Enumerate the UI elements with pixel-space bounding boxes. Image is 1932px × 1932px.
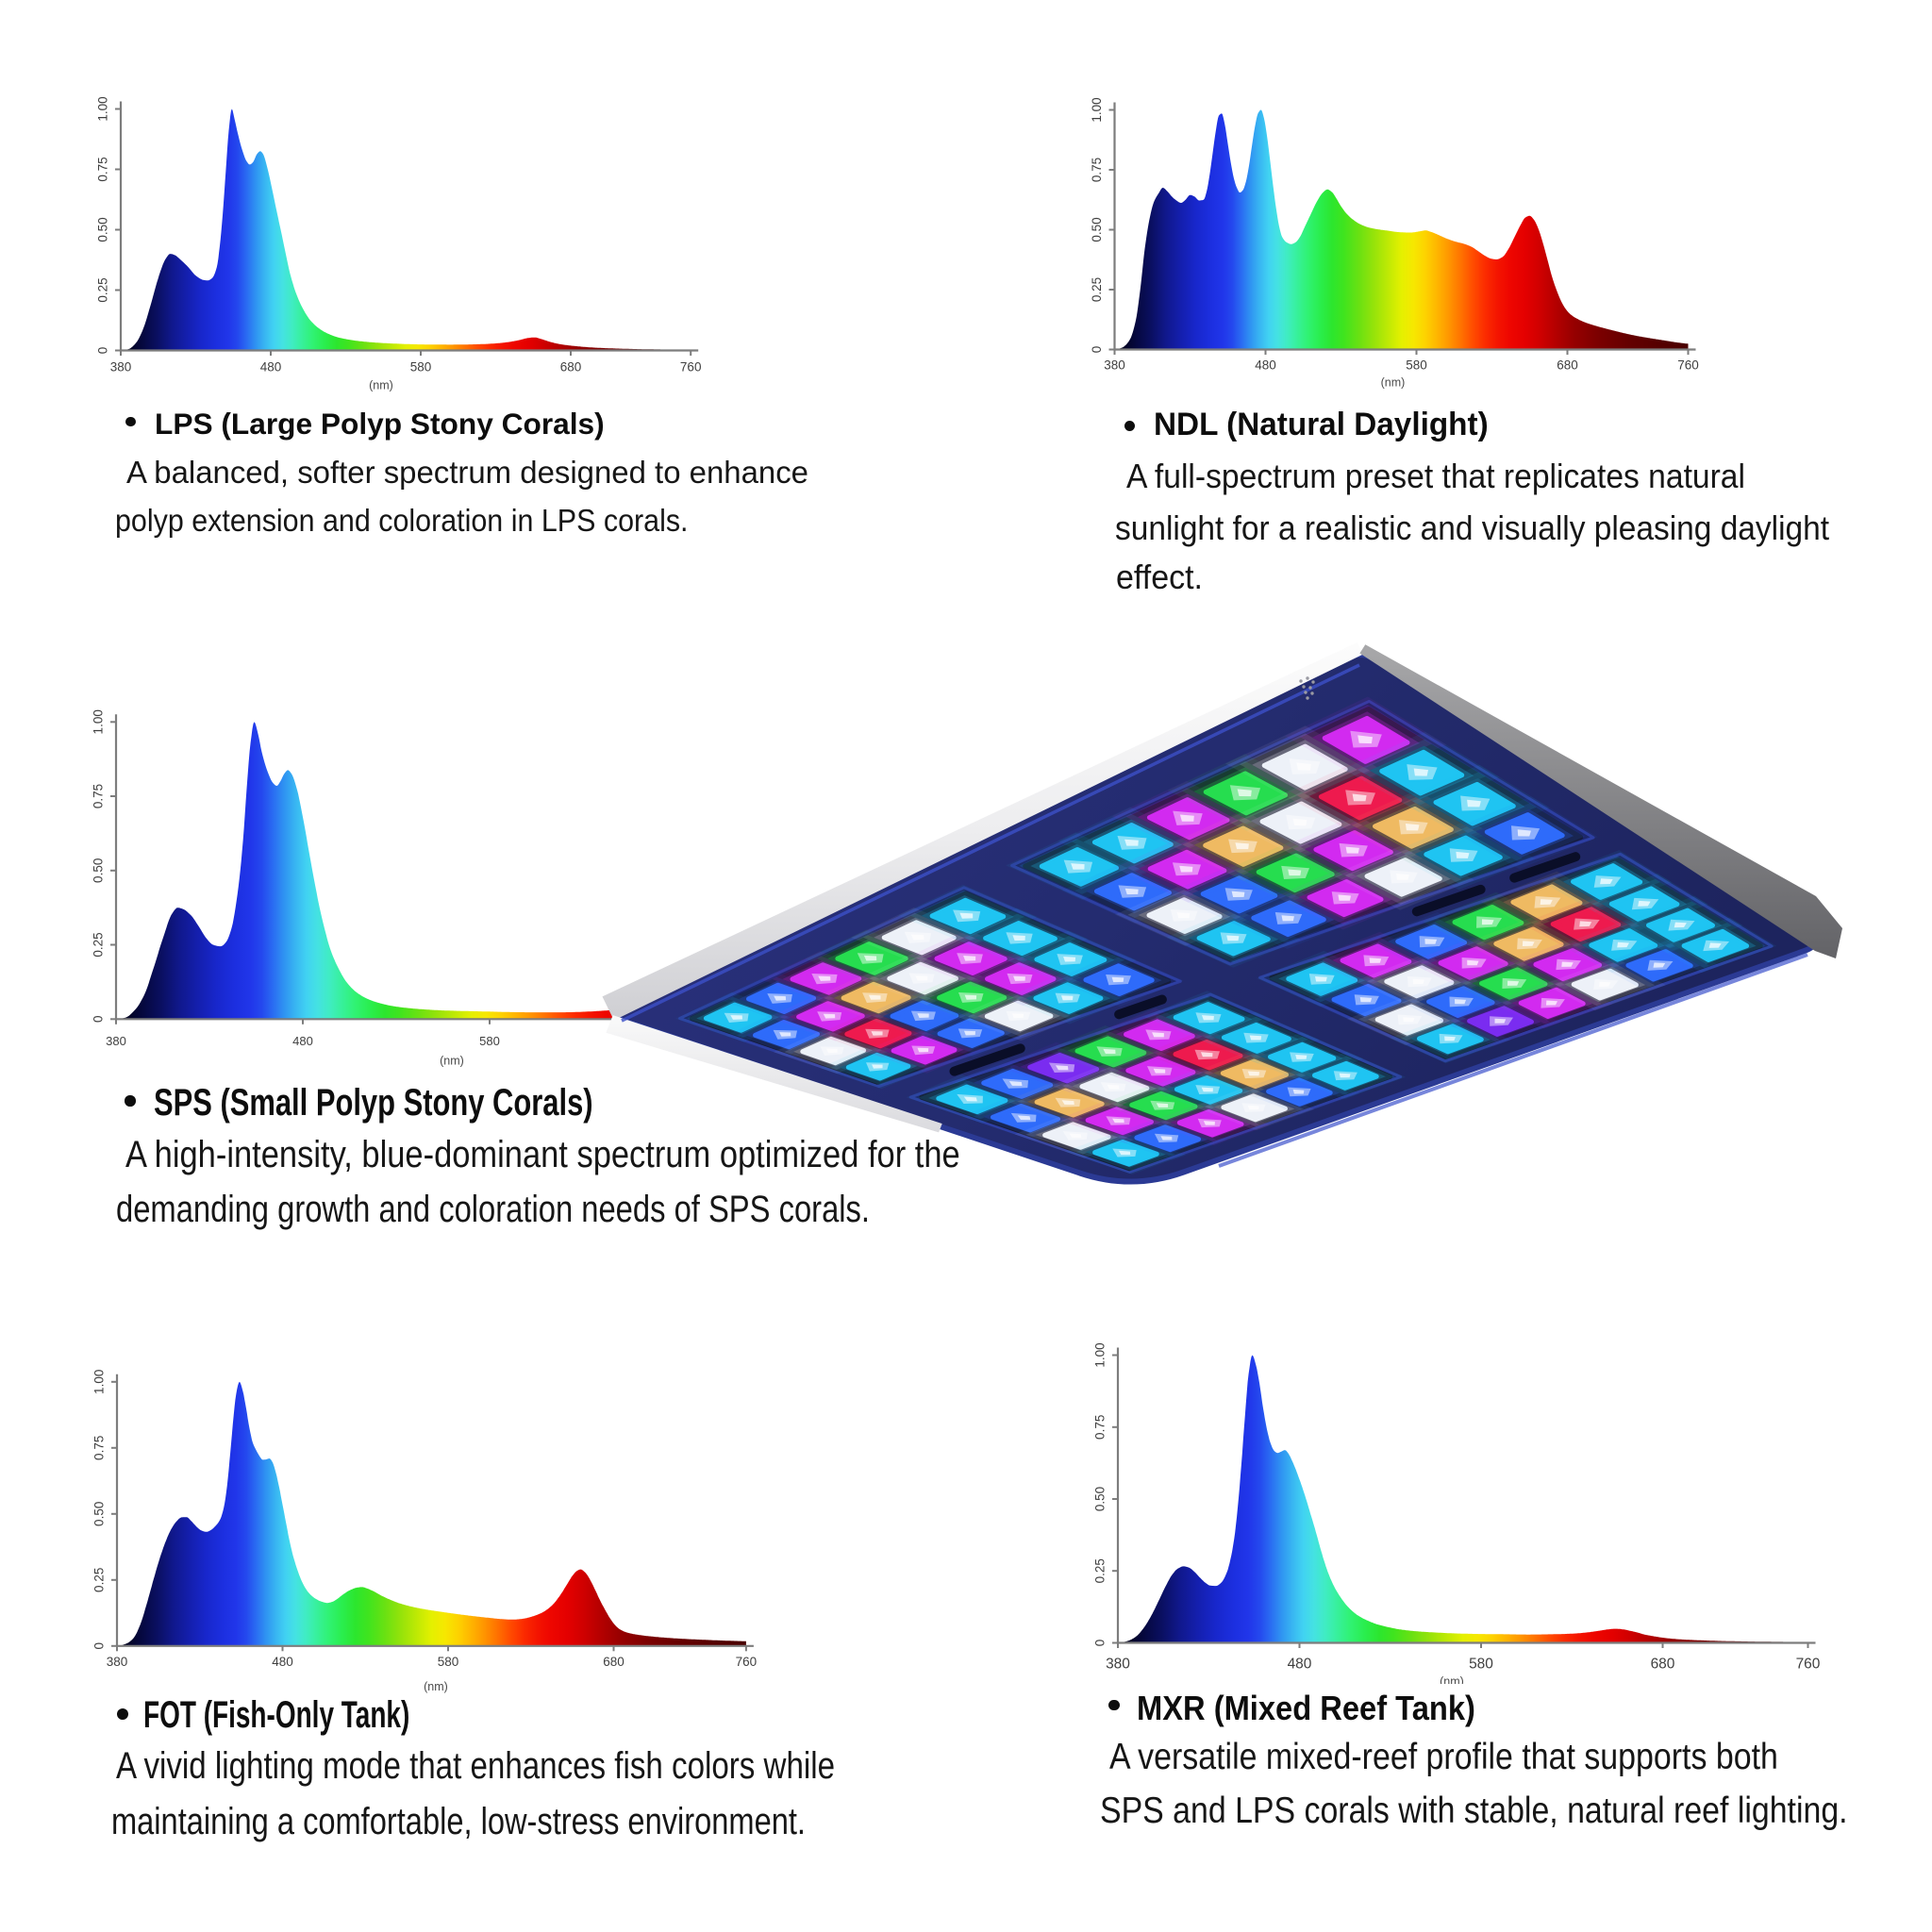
svg-text:0.75: 0.75 — [96, 157, 110, 181]
svg-text:(nm): (nm) — [440, 1054, 464, 1067]
svg-text:580: 580 — [410, 360, 432, 375]
svg-text:1.00: 1.00 — [92, 709, 106, 734]
svg-text:0: 0 — [1090, 346, 1104, 354]
svg-text:1.00: 1.00 — [92, 1370, 107, 1394]
svg-text:0.50: 0.50 — [1093, 1487, 1108, 1511]
svg-text:680: 680 — [560, 360, 582, 375]
svg-text:0.75: 0.75 — [92, 784, 106, 808]
svg-text:580: 580 — [1406, 358, 1427, 373]
svg-text:380: 380 — [1104, 358, 1125, 373]
svg-text:0.50: 0.50 — [96, 217, 110, 242]
svg-text:760: 760 — [1796, 1657, 1821, 1673]
svg-text:(nm): (nm) — [369, 379, 393, 392]
svg-text:380: 380 — [110, 360, 132, 375]
svg-text:0.50: 0.50 — [92, 858, 106, 883]
svg-text:0.75: 0.75 — [1093, 1415, 1108, 1440]
svg-text:(nm): (nm) — [1381, 376, 1406, 390]
svg-text:380: 380 — [1106, 1657, 1130, 1673]
svg-text:480: 480 — [1288, 1657, 1312, 1673]
svg-text:0.50: 0.50 — [1090, 217, 1104, 242]
svg-text:380: 380 — [107, 1655, 128, 1669]
svg-text:380: 380 — [106, 1034, 126, 1048]
svg-text:760: 760 — [736, 1655, 758, 1669]
svg-text:0: 0 — [96, 347, 110, 355]
svg-text:480: 480 — [1255, 358, 1276, 373]
svg-text:1.00: 1.00 — [96, 96, 110, 121]
svg-text:680: 680 — [1651, 1657, 1675, 1673]
svg-text:580: 580 — [1469, 1657, 1493, 1673]
svg-text:0.25: 0.25 — [92, 932, 106, 957]
svg-text:480: 480 — [260, 360, 282, 375]
svg-text:0.75: 0.75 — [92, 1436, 107, 1460]
svg-text:760: 760 — [680, 360, 702, 375]
svg-text:0: 0 — [92, 1016, 106, 1024]
svg-text:760: 760 — [1677, 358, 1699, 373]
svg-text:0.25: 0.25 — [1090, 277, 1104, 302]
svg-text:580: 580 — [438, 1655, 459, 1669]
svg-text:680: 680 — [603, 1655, 625, 1669]
svg-text:(nm): (nm) — [424, 1680, 448, 1693]
svg-text:0.25: 0.25 — [96, 277, 110, 302]
svg-text:480: 480 — [292, 1034, 313, 1048]
svg-text:0: 0 — [1093, 1640, 1108, 1647]
svg-text:0.25: 0.25 — [92, 1568, 107, 1592]
svg-text:1.00: 1.00 — [1090, 97, 1104, 122]
svg-text:680: 680 — [1557, 358, 1578, 373]
svg-text:0.25: 0.25 — [1093, 1558, 1108, 1583]
svg-text:0: 0 — [92, 1642, 107, 1650]
svg-text:480: 480 — [272, 1655, 293, 1669]
svg-text:0.75: 0.75 — [1090, 158, 1104, 182]
svg-text:1.00: 1.00 — [1093, 1342, 1108, 1367]
svg-text:0.50: 0.50 — [92, 1502, 107, 1526]
svg-text:580: 580 — [479, 1034, 500, 1048]
